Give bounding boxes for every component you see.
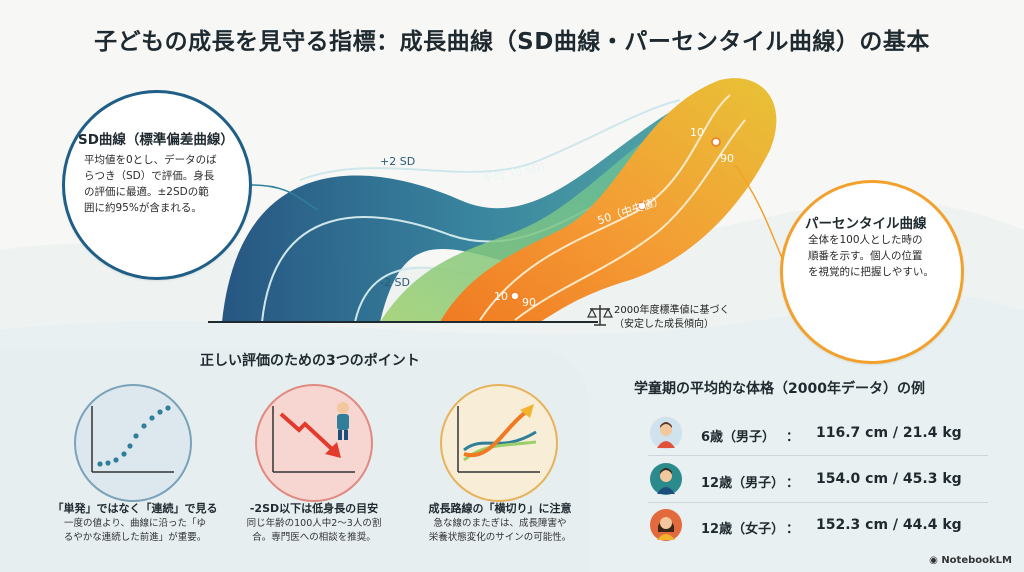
sd-bubble-title: SD曲線（標準偏差曲線） (78, 132, 234, 148)
green-ribbon (380, 110, 705, 322)
brand-text: NotebookLM (941, 555, 1012, 566)
percentile-bubble-title: パーセンタイル曲線 (805, 216, 927, 232)
sd-line: 平均値を0とし、データのば (84, 154, 217, 166)
decline-chart-icon (272, 402, 355, 473)
sd-ribbon-upper (299, 99, 681, 181)
row-divider (648, 455, 988, 456)
row-divider (648, 502, 988, 503)
sd-line: 囲に約95%が含まれる。 (84, 202, 202, 214)
girl-icon (650, 509, 682, 541)
boy-12-avatar (649, 462, 683, 496)
row-label: 6歳（男子） (701, 430, 776, 445)
row-value: 154.0 cm / 45.3 kg (816, 471, 962, 487)
girl-12-avatar (649, 508, 683, 542)
boy-6-avatar (649, 416, 683, 450)
card-line: 栄養状態変化のサインの可能性。 (428, 532, 572, 543)
card-line: 一度の値より、曲線に沿った「ゆ (64, 518, 206, 529)
notebook-icon: ◉ (929, 555, 942, 566)
crossing-card-title: 成長路線の「横切り」に注意 (428, 502, 572, 515)
percentile-line (479, 94, 731, 321)
continuous-card-body: 一度の値より、曲線に沿った「ゆ るやかな連続した前進」が重要。 (30, 517, 240, 545)
minus2sd-label: -2 SD (380, 276, 410, 289)
sd-connector (251, 184, 319, 211)
brand-label: ◉ NotebookLM (929, 555, 1012, 566)
row-colon: ： (786, 476, 800, 491)
percentile-line-2 (514, 119, 746, 321)
sd-line: らつき（SD）で評価。身長 (84, 170, 215, 182)
sd-bubble (62, 90, 252, 280)
pc-line: 全体を100人とした時の (808, 234, 923, 246)
card-line: るやかな連続した前進」が重要。 (63, 532, 207, 543)
pc-line: 順番を示す。個人の位置 (808, 250, 923, 262)
card-line: 同じ年齢の100人中2〜3人の割 (246, 518, 382, 529)
standard-note-line: （安定した成長傾向） (614, 319, 714, 330)
p90-top-label: 90 (720, 152, 734, 165)
short-stature-card-circle (255, 384, 373, 502)
row-value: 152.3 cm / 44.4 kg (816, 517, 962, 533)
card-line: 急な線のまたぎは、成長障害や (433, 518, 567, 529)
percentile-ribbon (440, 78, 777, 322)
percentile-bubble-body: 全体を100人とした時の 順番を示す。個人の位置 を視覚的に把握しやすい。 (808, 232, 948, 280)
crossing-chart-icon (457, 404, 540, 473)
continuous-chart-icon (91, 405, 174, 473)
pc-line: を視覚的に把握しやすい。 (808, 266, 934, 278)
page-title: 子どもの成長を見守る指標：成長曲線（SD曲線・パーセンタイル曲線）の基本 (94, 29, 930, 55)
short-stature-card-body: 同じ年齢の100人中2〜3人の割 合。専門医への相談を推奨。 (214, 517, 414, 545)
row-label: 12歳（女子） (701, 522, 785, 537)
sd-ribbon (222, 90, 735, 322)
standard-note: 2000年度標準値に基づく （安定した成長傾向） (614, 304, 729, 332)
continuous-card-title: 「単発」ではなく「連続」で見る (52, 502, 218, 515)
row-value: 116.7 cm / 21.4 kg (816, 425, 962, 441)
points-heading: 正しい評価のための3つのポイント (200, 353, 420, 369)
boy-icon (650, 463, 682, 495)
scale-icon (587, 305, 613, 326)
p10-top-label: 10 (690, 126, 704, 139)
sd-bubble-body: 平均値を0とし、データのば らつき（SD）で評価。身長 の評価に最適。±2SDの… (84, 152, 234, 216)
average-body-heading: 学童期の平均的な体格（2000年データ）の例 (634, 381, 925, 397)
p10-bottom-dot (510, 291, 520, 301)
p50-dot (637, 201, 647, 211)
p90-bottom-label: 90 (522, 296, 536, 309)
card-line: 合。専門医への相談を推奨。 (252, 532, 376, 543)
p10-top-dot (711, 137, 721, 147)
standard-note-line: 2000年度標準値に基づく (614, 305, 730, 316)
boy-icon (650, 417, 682, 449)
row-label: 12歳（男子） (701, 476, 785, 491)
row-colon: ： (786, 522, 800, 537)
crossing-card-body: 急な線のまたぎは、成長障害や 栄養状態変化のサインの可能性。 (400, 517, 600, 545)
sd-line: の評価に最適。±2SDの範 (84, 186, 209, 198)
row-colon: ： (786, 430, 800, 445)
short-stature-card-title: -2SD以下は低身長の目安 (249, 502, 379, 515)
plus2sd-label: +2 SD (380, 155, 416, 168)
pc-connector (734, 164, 783, 259)
continuous-card-circle (74, 384, 192, 502)
percentile-bubble (780, 180, 964, 364)
p10-bottom-label: 10 (494, 290, 508, 303)
child-icon (337, 402, 349, 440)
